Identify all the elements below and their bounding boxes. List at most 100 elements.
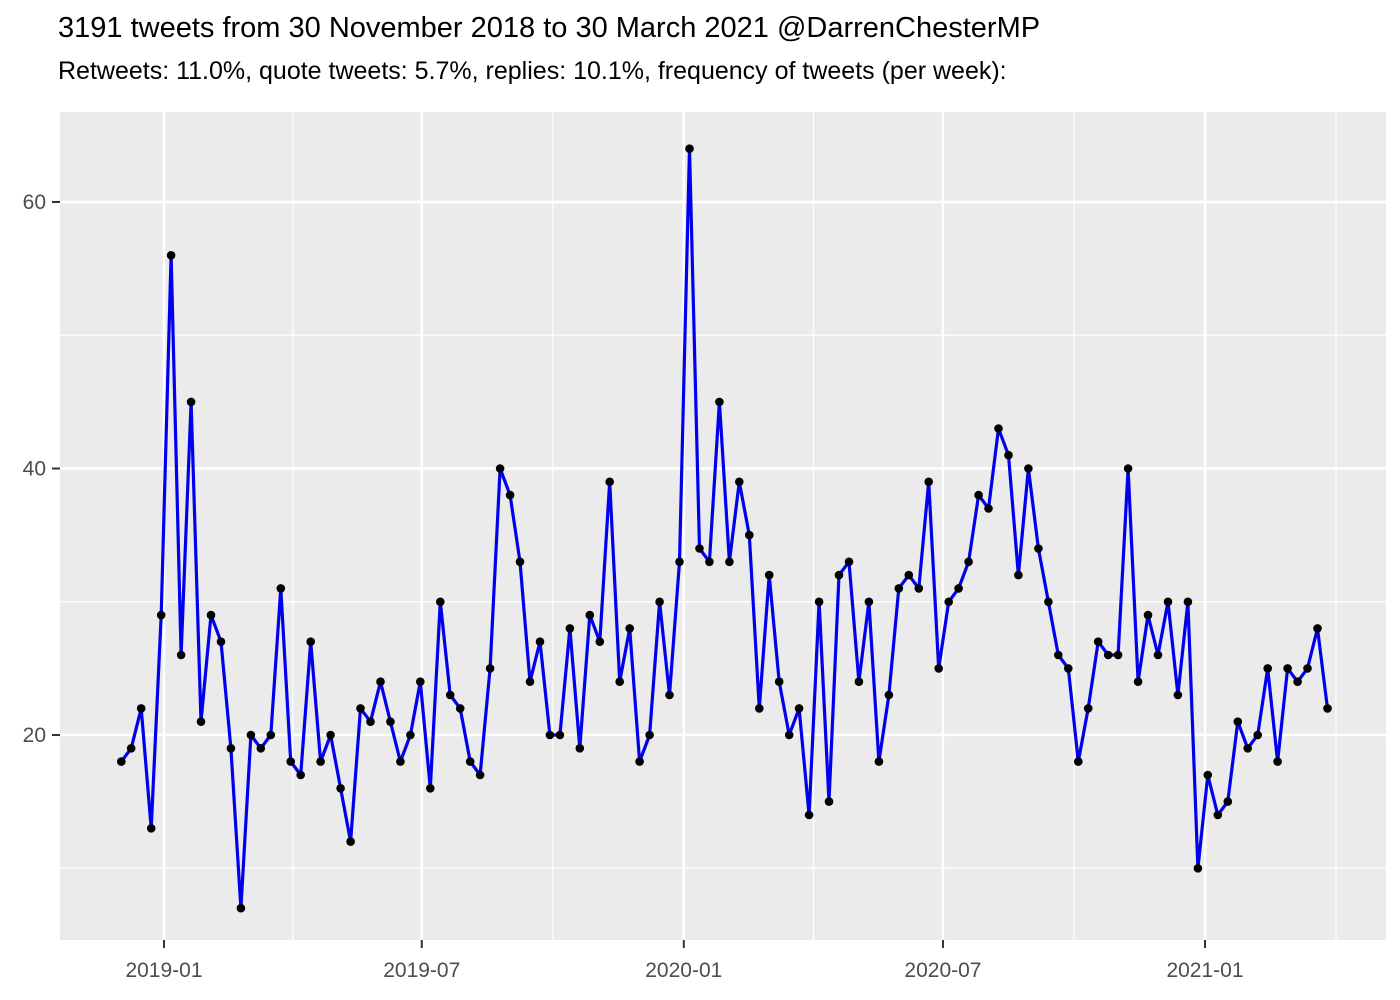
data-point (1024, 464, 1033, 473)
y-axis-label: 60 (23, 191, 46, 214)
data-point (186, 397, 196, 407)
data-point (1054, 650, 1063, 660)
data-point (475, 770, 485, 780)
frequency-line (119, 147, 1330, 910)
data-point (904, 570, 914, 580)
data-point (1183, 597, 1193, 607)
data-point (824, 797, 834, 806)
x-axis-label: 2020-01 (645, 959, 722, 982)
data-point (814, 597, 824, 607)
data-point (854, 677, 864, 686)
data-point (545, 730, 555, 740)
data-point (1233, 717, 1243, 726)
data-point (755, 704, 764, 713)
data-point (695, 544, 704, 553)
x-axis-label: 2019-01 (125, 959, 202, 982)
data-point (306, 637, 316, 646)
data-point (1313, 624, 1322, 633)
x-axis-label: 2021-01 (1166, 959, 1243, 982)
data-point (1074, 757, 1083, 766)
data-point (874, 757, 884, 766)
y-axis-label: 40 (23, 458, 46, 481)
data-point (1323, 704, 1332, 713)
data-point (1203, 770, 1213, 780)
data-point (1044, 597, 1053, 607)
data-point (1303, 664, 1312, 673)
data-point (386, 717, 395, 726)
data-point (136, 704, 146, 713)
data-point (406, 730, 415, 740)
data-point (1133, 677, 1143, 686)
data-point (495, 464, 505, 473)
data-point (1283, 664, 1292, 673)
data-point (764, 570, 774, 580)
data-point (605, 477, 614, 487)
data-point (1243, 744, 1252, 753)
data-point (316, 757, 325, 766)
data-point (296, 770, 306, 780)
data-point (485, 664, 495, 673)
data-point (745, 530, 754, 540)
data-point (346, 837, 355, 846)
data-point (974, 490, 983, 500)
data-point (774, 677, 784, 686)
data-point (525, 677, 535, 686)
data-point (117, 757, 126, 766)
data-point (864, 597, 874, 607)
data-point (784, 730, 794, 740)
data-point (216, 637, 226, 646)
data-point (844, 557, 854, 567)
data-point (1213, 810, 1223, 820)
data-point (934, 664, 943, 673)
data-point (555, 730, 565, 740)
data-point (894, 584, 904, 593)
data-point (146, 824, 156, 833)
data-point (266, 730, 276, 740)
data-point (954, 584, 963, 593)
data-point (426, 784, 435, 793)
data-point (1163, 597, 1173, 607)
y-axis-label: 20 (23, 724, 46, 747)
data-point (326, 730, 335, 740)
data-point (416, 677, 425, 686)
data-point (366, 717, 375, 726)
data-point (565, 624, 575, 633)
data-point (356, 704, 365, 713)
data-point (1173, 690, 1183, 700)
data-point (735, 477, 744, 487)
data-point (1253, 730, 1262, 740)
data-point (336, 784, 345, 793)
data-point (1014, 570, 1023, 580)
data-point (1103, 650, 1113, 660)
data-point (276, 584, 286, 593)
data-point (984, 504, 993, 513)
data-point (196, 717, 206, 726)
data-point (625, 624, 634, 633)
data-point (376, 677, 385, 686)
data-point (465, 757, 475, 766)
data-point (914, 584, 924, 593)
data-point (1193, 864, 1203, 873)
data-point (585, 610, 595, 620)
data-point (715, 397, 724, 407)
data-point (1223, 797, 1233, 806)
data-point (804, 810, 814, 820)
data-point (445, 690, 455, 700)
data-point (515, 557, 525, 567)
data-point (436, 597, 445, 607)
data-point (1004, 450, 1013, 460)
data-point (645, 730, 654, 740)
data-point (1293, 677, 1302, 686)
data-point (1123, 464, 1133, 473)
data-point (206, 610, 216, 620)
data-point (246, 730, 256, 740)
data-point (1143, 610, 1153, 620)
data-point (944, 597, 953, 607)
data-point (176, 650, 186, 660)
chart-title: 3191 tweets from 30 November 2018 to 30 … (58, 12, 1041, 44)
plot-panel-background (60, 112, 1386, 940)
data-point (1083, 704, 1093, 713)
data-point (994, 424, 1003, 433)
